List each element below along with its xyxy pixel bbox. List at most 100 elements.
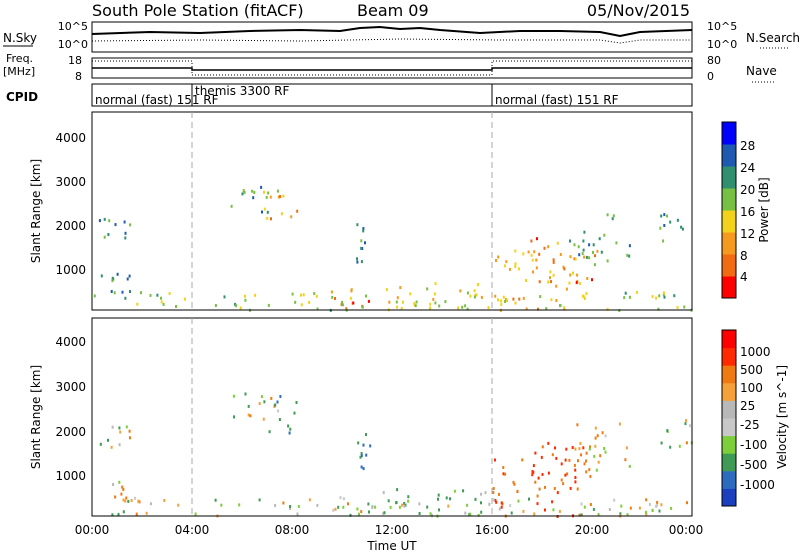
colorbar-segment <box>722 166 736 189</box>
scatter-cell-9 <box>576 423 579 427</box>
colorbar-segment <box>722 210 736 233</box>
scatter-cell-2 <box>247 413 250 417</box>
xtick-0800: 08:00 <box>275 523 310 537</box>
freq-tick-top: 18 <box>68 54 82 67</box>
scatter-cell-11 <box>558 509 561 513</box>
cpid-segment-1: normal (fast) 151 RF <box>95 93 219 107</box>
scatter-cell-11 <box>444 300 447 304</box>
scatter-cell-1 <box>126 277 129 281</box>
scatter-cell-7 <box>497 255 500 259</box>
freq-panel: Freq. [MHz] 18 8 80 0 Nave <box>3 52 777 83</box>
scatter-cell-1 <box>124 499 127 503</box>
scatter-cell-1 <box>114 495 117 499</box>
scatter-cell-7 <box>537 307 539 311</box>
scatter-cell-11 <box>638 506 641 510</box>
scatter-cell-0 <box>124 231 127 235</box>
scatter-cell-1 <box>111 276 114 280</box>
scatter-cell-7 <box>512 297 515 301</box>
scatter-cell-7 <box>574 480 577 484</box>
scatter-cell-11 <box>655 296 658 300</box>
station-title: South Pole Station (fitACF) <box>92 1 304 20</box>
scatter-cell-9 <box>626 253 629 257</box>
scatter-cell-9 <box>596 434 599 438</box>
scatter-cell-3 <box>288 431 291 435</box>
scatter-cell-11 <box>619 512 622 516</box>
cpid-label: CPID <box>6 90 38 104</box>
scatter-cell-7 <box>530 253 533 257</box>
nsky-label: N.Sky <box>3 31 37 45</box>
scatter-cell-5 <box>332 508 335 512</box>
scatter-cell-8 <box>591 278 593 282</box>
scatter-cell-5 <box>339 496 342 500</box>
colorbar-segment <box>722 435 736 454</box>
scatter-cell-11 <box>313 292 316 296</box>
vel-cbar-tick-1000: 1000 <box>740 345 771 359</box>
scatter-cell-11 <box>469 294 472 298</box>
scatter-cell-6 <box>396 296 399 300</box>
scatter-cell-10 <box>688 424 691 428</box>
scatter-cell-5 <box>352 301 355 305</box>
scatter-cell-1 <box>110 290 113 293</box>
scatter-cell-10 <box>659 226 662 230</box>
scatter-cell-9 <box>624 458 627 462</box>
velocity-scatter-layer <box>99 392 693 518</box>
scatter-cell-6 <box>414 304 417 308</box>
scatter-cell-11 <box>289 505 292 508</box>
power-ylabel: Slant Range [km] <box>29 159 43 263</box>
scatter-cell-8 <box>554 446 556 450</box>
scatter-cell-3 <box>287 424 290 428</box>
scatter-cell-11 <box>464 511 467 515</box>
scatter-cell-11 <box>137 499 140 503</box>
scatter-cell-7 <box>551 500 554 504</box>
scatter-cell-8 <box>562 265 565 269</box>
x-axis-label: Time UT <box>366 539 417 553</box>
scatter-cell-11 <box>347 502 349 506</box>
scatter-cell-11 <box>149 502 152 506</box>
vel-cbar-tick-m1000: -1000 <box>740 478 775 492</box>
scatter-cell-11 <box>214 304 217 307</box>
scatter-cell-11 <box>589 503 592 506</box>
scatter-cell-5 <box>368 510 370 514</box>
colorbar-segment <box>722 232 736 255</box>
power-cbar-tick-16: 16 <box>740 205 755 219</box>
power-ytick-1000: 1000 <box>55 263 86 277</box>
scatter-cell-11 <box>296 512 299 516</box>
scatter-cell-9 <box>603 233 606 237</box>
scatter-cell-11 <box>274 504 277 508</box>
scatter-cell-11 <box>160 296 162 300</box>
scatter-cell-7 <box>544 508 546 512</box>
power-cbar-tick-24: 24 <box>740 161 755 175</box>
scatter-cell-8 <box>596 249 599 253</box>
scatter-cell-7 <box>502 466 505 469</box>
colorbar-segment <box>722 418 736 437</box>
scatter-cell-9 <box>593 454 596 458</box>
scatter-cell-6 <box>433 292 436 296</box>
freq-label-1: Freq. <box>6 52 33 65</box>
scatter-cell-11 <box>655 504 658 507</box>
scatter-cell-6 <box>407 499 410 503</box>
scatter-cell-11 <box>429 306 432 310</box>
scatter-cell-6 <box>395 501 398 505</box>
scatter-cell-7 <box>573 257 576 261</box>
scatter-cell-11 <box>438 304 441 308</box>
scatter-cell-6 <box>387 499 390 503</box>
scatter-cell-2 <box>261 210 263 214</box>
scatter-cell-11 <box>300 293 302 297</box>
scatter-cell-6 <box>398 505 401 509</box>
xtick-2400: 00:00 <box>669 523 704 537</box>
scatter-cell-11 <box>580 513 583 517</box>
scatter-cell-11 <box>163 499 166 502</box>
scatter-cell-2 <box>253 191 256 194</box>
scatter-cell-3 <box>274 403 277 407</box>
scatter-cell-7 <box>525 307 528 311</box>
scatter-cell-10 <box>680 225 683 229</box>
scatter-cell-0 <box>114 223 117 227</box>
nsearch-trace <box>91 38 692 44</box>
scatter-cell-9 <box>612 214 615 218</box>
scatter-cell-7 <box>500 302 503 306</box>
scatter-cell-9 <box>628 254 631 258</box>
scatter-cell-11 <box>365 294 367 298</box>
scatter-cell-9 <box>578 253 581 257</box>
scatter-cell-9 <box>628 464 631 468</box>
scatter-cell-9 <box>573 243 576 247</box>
